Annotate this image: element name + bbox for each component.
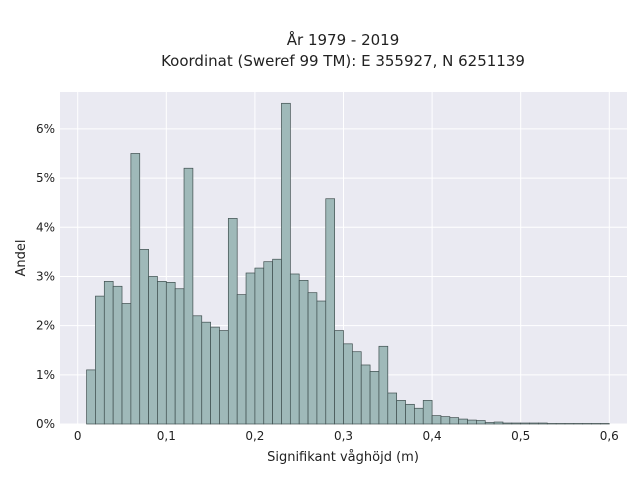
histogram-bar <box>254 267 265 425</box>
y-tick-label: 1% <box>36 368 55 382</box>
histogram-bar <box>422 400 433 425</box>
histogram-bar <box>431 415 442 425</box>
histogram-bar <box>139 249 149 425</box>
x-axis-ticks: 0 0,1 0,2 0,3 0,4 0,5 0,6 <box>74 429 619 443</box>
histogram-bar <box>449 417 460 425</box>
histogram-bar <box>227 218 238 425</box>
histogram-bar <box>86 369 96 425</box>
histogram-bar <box>112 285 123 425</box>
histogram-bar <box>289 273 300 425</box>
histogram-bar <box>414 407 424 425</box>
histogram-bar <box>183 167 194 425</box>
histogram-bar <box>174 288 185 425</box>
x-tick-label: 0,4 <box>423 429 442 443</box>
histogram-bar <box>210 326 220 425</box>
y-tick-label: 6% <box>36 122 55 136</box>
histogram-bar <box>440 416 451 425</box>
histogram-bar <box>95 295 105 425</box>
histogram-bar <box>165 282 176 425</box>
x-tick-label: 0,1 <box>157 429 176 443</box>
histogram-bar <box>378 345 389 425</box>
y-axis-label: Andel <box>14 240 29 277</box>
histogram-bar <box>502 422 513 425</box>
histogram-bar <box>360 364 371 425</box>
histogram-bar <box>236 294 247 425</box>
histogram-bar <box>192 315 203 425</box>
histogram-bar <box>493 421 504 425</box>
histogram-bar <box>316 300 327 425</box>
x-tick-label: 0,5 <box>511 429 530 443</box>
histogram-bar <box>343 343 353 425</box>
chart-title-line1: År 1979 - 2019 <box>287 30 400 49</box>
histogram-bar <box>219 330 229 425</box>
histogram-bar <box>263 261 273 425</box>
histogram-bar <box>369 371 380 425</box>
histogram-bar <box>352 351 362 425</box>
histogram-bar <box>130 153 141 425</box>
histogram-bar <box>529 422 539 425</box>
histogram-bar <box>467 419 477 425</box>
histogram-bar <box>458 418 468 425</box>
histogram-bar <box>387 392 398 425</box>
x-tick-label: 0,3 <box>334 429 353 443</box>
histogram-bar <box>484 422 495 425</box>
y-tick-label: 0% <box>36 417 55 431</box>
histogram-bar <box>334 330 344 425</box>
chart-title-line2: Koordinat (Sweref 99 TM): E 355927, N 62… <box>161 52 525 70</box>
y-tick-label: 2% <box>36 319 55 333</box>
histogram-bar <box>121 303 132 425</box>
y-tick-label: 4% <box>36 220 55 234</box>
histogram-bar <box>511 422 522 425</box>
histogram-bars <box>86 102 610 425</box>
histogram-bar <box>245 272 256 425</box>
y-axis-ticks: 0% 1% 2% 3% 4% 5% 6% <box>36 122 55 431</box>
histogram-bar <box>298 280 309 425</box>
histogram-bar <box>325 198 335 425</box>
x-tick-label: 0,2 <box>245 429 264 443</box>
x-tick-label: 0,6 <box>600 429 619 443</box>
histogram-bar <box>520 422 530 425</box>
histogram-bar <box>405 403 415 425</box>
x-tick-label: 0 <box>74 429 82 443</box>
x-axis-label: Signifikant våghöjd (m) <box>267 450 419 465</box>
y-tick-label: 5% <box>36 171 55 185</box>
y-tick-label: 3% <box>36 269 55 283</box>
histogram-bar <box>281 102 291 425</box>
histogram-bar <box>538 422 548 425</box>
histogram-bar <box>201 321 211 425</box>
histogram-bar <box>103 281 114 425</box>
histogram-bar <box>476 420 486 425</box>
histogram-bar <box>396 400 406 425</box>
histogram-bar <box>157 281 167 425</box>
histogram-bar <box>148 276 158 425</box>
histogram-bar <box>272 258 282 425</box>
histogram-bar <box>307 292 318 425</box>
